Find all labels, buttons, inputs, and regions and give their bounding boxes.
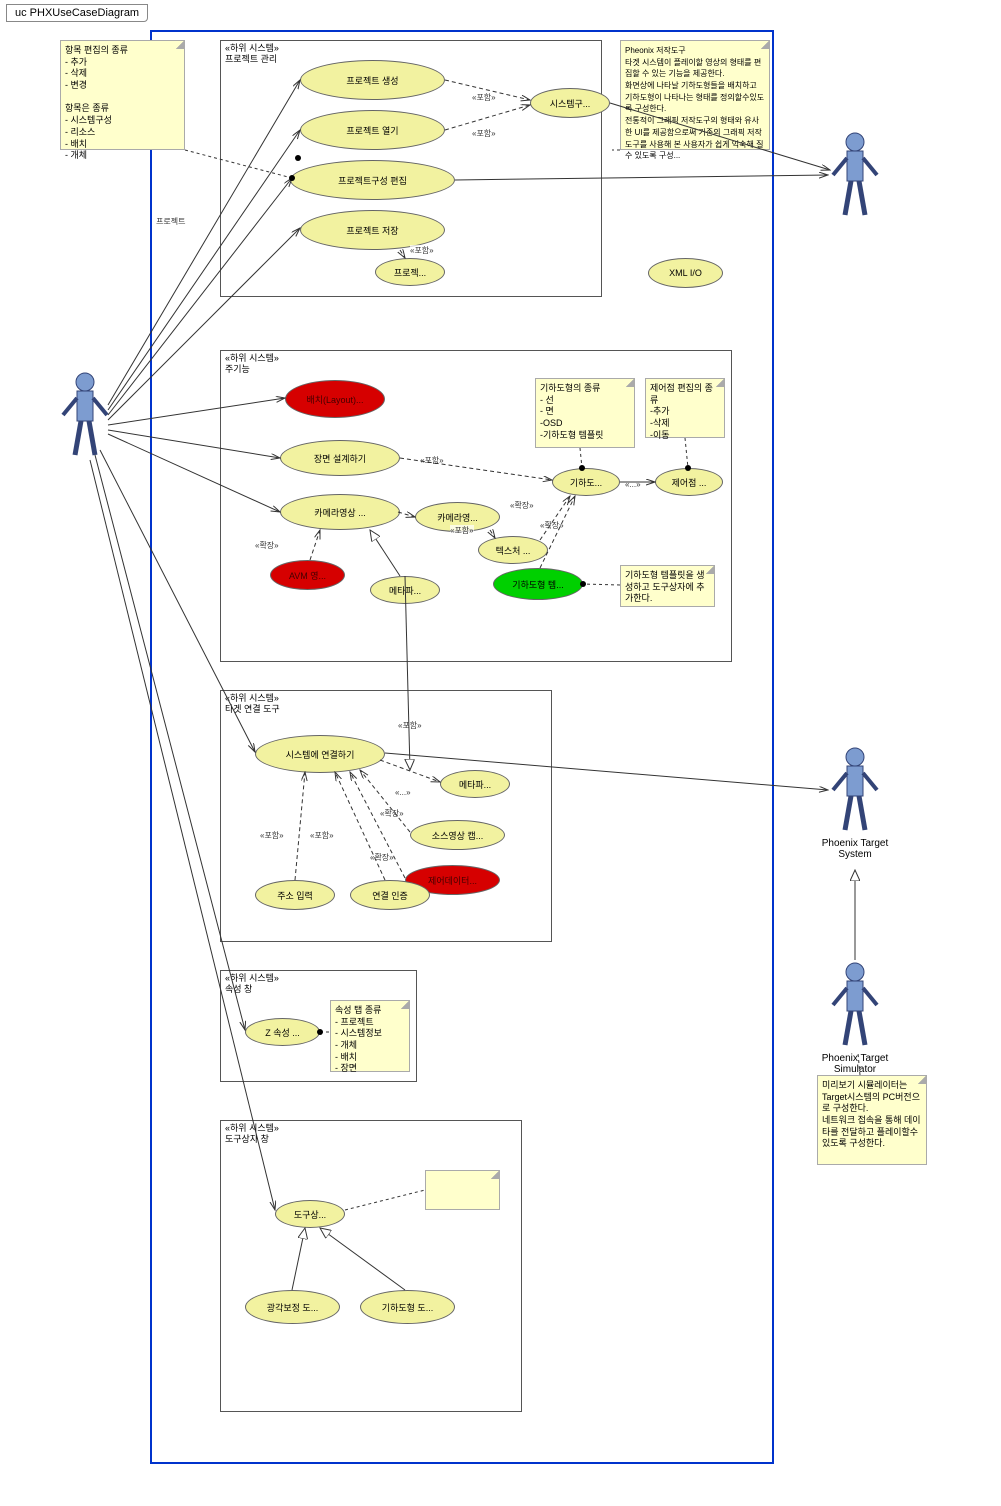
usecase-meta2: 메타파... xyxy=(440,770,510,798)
usecase-layout: 배치(Layout)... xyxy=(285,380,385,418)
usecase-create-project: 프로젝트 생성 xyxy=(300,60,445,100)
note-simulator: 미리보기 시뮬레이터는 Target시스템의 PC버전으로 구성한다. 네트워크… xyxy=(817,1075,927,1165)
person-icon xyxy=(830,960,880,1050)
actor-target-simulator xyxy=(830,960,880,1050)
subsystem-main-label: «하위 시스템»주기능 xyxy=(225,353,279,375)
note-phoenix-tool: Pheonix 저작도구 타겟 시스템이 플레이할 영상의 형태를 편집할 수 … xyxy=(620,40,770,150)
subsystem-prop-label: «하위 시스템»속성 창 xyxy=(225,973,279,995)
edge-label-inc-f: «포함» xyxy=(398,720,422,731)
actor-target-system xyxy=(830,745,880,835)
edge-label-ext-c: «확장» xyxy=(540,520,564,531)
usecase-camera-video: 카메라영상 ... xyxy=(280,494,400,530)
usecase-open-project: 프로젝트 열기 xyxy=(300,110,445,150)
usecase-save-project: 프로젝트 저장 xyxy=(300,210,445,250)
person-icon xyxy=(60,370,110,460)
edge-label-inc-g: «포함» xyxy=(260,830,284,841)
usecase-properties: Z 속성 ... xyxy=(245,1018,320,1046)
edge-label-ext-b: «확장» xyxy=(510,500,534,511)
subsystem-toolbox: «하위 시스템»도구상자 창 xyxy=(220,1120,522,1412)
edge-label-ext-e: «확장» xyxy=(370,852,394,863)
actor-phoenix xyxy=(830,130,880,220)
actor-user xyxy=(60,370,110,460)
edge-label-dots-b: «...» xyxy=(395,788,411,797)
actor-target-system-label: Phoenix Target System xyxy=(805,838,905,860)
edge-label-ext-a: «확장» xyxy=(255,540,279,551)
usecase-connect-system: 시스템에 연결하기 xyxy=(255,735,385,773)
usecase-xml-io: XML I/O xyxy=(648,258,723,288)
usecase-control-point: 제어점 ... xyxy=(655,468,723,496)
edge-label-inc-e: «포함» xyxy=(450,525,474,536)
usecase-geometry-tool: 기하도형 도... xyxy=(360,1290,455,1324)
usecase-address-input: 주소 입력 xyxy=(255,880,335,910)
usecase-scene-design: 장면 설계하기 xyxy=(280,440,400,476)
note-geo-template: 기하도형 템플릿을 생성하고 도구상자에 추가한다. xyxy=(620,565,715,607)
usecase-geo-template: 기하도형 템... xyxy=(493,568,583,600)
subsystem-project-label: «하위 시스템»프로젝트 관리 xyxy=(225,43,279,65)
edge-label-ext-d: «확장» xyxy=(380,808,404,819)
note-toolbox xyxy=(425,1170,500,1210)
note-controlpoint-kinds: 제어점 편집의 종류 -추가 -삭제 -이동 xyxy=(645,378,725,438)
subsystem-target-label: «하위 시스템»타겟 연결 도구 xyxy=(225,693,280,715)
usecase-edit-config: 프로젝트구성 편집 xyxy=(290,160,455,200)
edge-label-proj: 프로젝트 xyxy=(156,216,185,227)
note-property-kinds: 속성 탭 종류 - 프로젝트 - 시스템정보 - 개체 - 배치 - 장면 xyxy=(330,1000,410,1072)
actor-target-simulator-label: Phoenix Target Simulator xyxy=(805,1053,905,1075)
edge-label-inc-a: «포함» xyxy=(472,92,496,103)
usecase-project: 프로젝... xyxy=(375,258,445,286)
usecase-texture: 텍스처 ... xyxy=(478,536,548,564)
edge-label-inc-b: «포함» xyxy=(472,128,496,139)
usecase-geometry: 기하도... xyxy=(552,468,620,496)
usecase-source-video: 소스영상 캡... xyxy=(410,820,505,850)
usecase-connect-auth: 연결 인증 xyxy=(350,880,430,910)
subsystem-toolbox-label: «하위 시스템»도구상자 창 xyxy=(225,1123,279,1145)
person-icon xyxy=(830,745,880,835)
note-geometry-kinds: 기하도형의 종류 - 선 - 면 -OSD -기하도형 템플릿 xyxy=(535,378,635,448)
usecase-wideangle-tool: 광각보정 도... xyxy=(245,1290,340,1324)
usecase-meta: 메타파... xyxy=(370,576,440,604)
usecase-system-req: 시스템구... xyxy=(530,88,610,118)
note-edit-kinds: 항목 편집의 종류 - 추가 - 삭제 - 변경 항목은 종류 - 시스템구성 … xyxy=(60,40,185,150)
usecase-avm: AVM 영... xyxy=(270,560,345,590)
diagram-title-tab: uc PHXUseCaseDiagram xyxy=(6,4,148,22)
diagram-title: uc PHXUseCaseDiagram xyxy=(15,7,139,19)
edge-label-dots-a: «...» xyxy=(625,480,641,489)
edge-label-inc-d: «포함» xyxy=(420,455,444,466)
edge-label-inc-h: «포함» xyxy=(310,830,334,841)
edge-label-inc-c: «포함» xyxy=(410,245,434,256)
person-icon xyxy=(830,130,880,220)
usecase-toolbox: 도구상... xyxy=(275,1200,345,1228)
